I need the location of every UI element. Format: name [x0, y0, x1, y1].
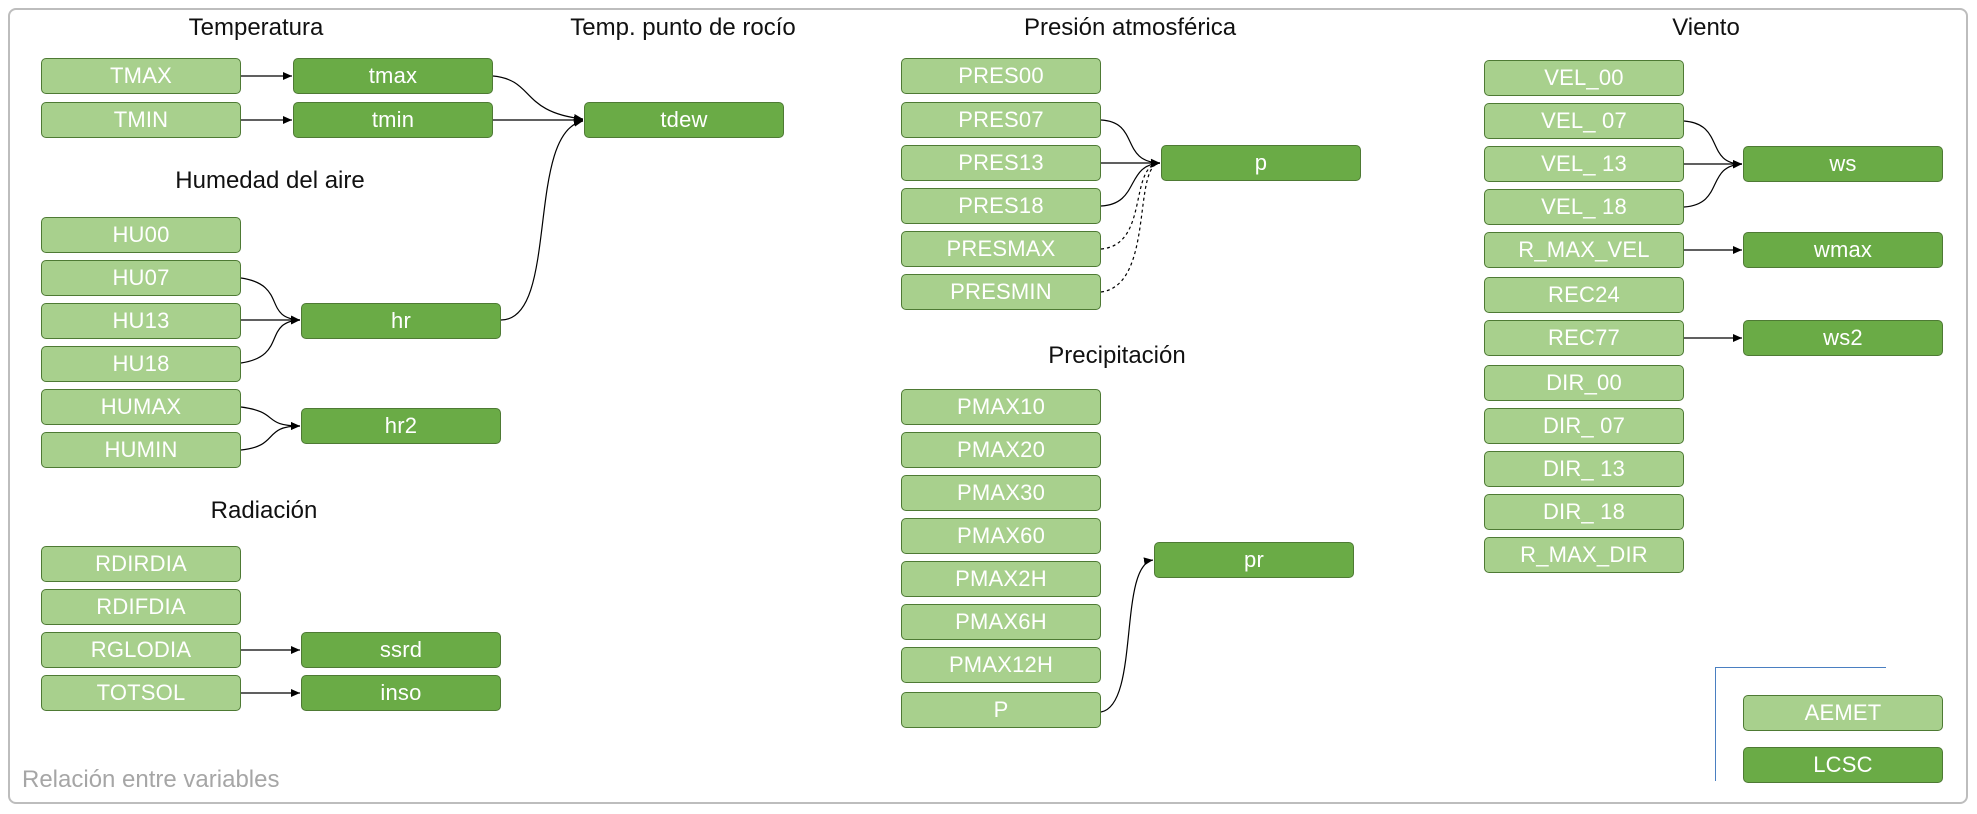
diagram-caption: Relación entre variables — [22, 766, 280, 793]
node-ws: ws — [1743, 146, 1943, 182]
node-PMAX2H: PMAX2H — [901, 561, 1101, 597]
node-HU18: HU18 — [41, 346, 241, 382]
node-PRES00: PRES00 — [901, 58, 1101, 94]
node-tmin: tmin — [293, 102, 493, 138]
node-PMAX20: PMAX20 — [901, 432, 1101, 468]
heading-humedad: Humedad del aire — [175, 167, 365, 194]
node-HU13: HU13 — [41, 303, 241, 339]
node-RGLODIA: RGLODIA — [41, 632, 241, 668]
node-p: p — [1161, 145, 1361, 181]
node-ssrd: ssrd — [301, 632, 501, 668]
node-TMAX: TMAX — [41, 58, 241, 94]
edge-HU18-hr — [240, 316, 301, 364]
node-VEL_07: VEL_ 07 — [1484, 103, 1684, 139]
node-R_MAX_DIR: R_MAX_DIR — [1484, 537, 1684, 573]
legend-bracket — [1715, 667, 1886, 781]
node-PMAX12H: PMAX12H — [901, 647, 1101, 683]
node-HU07: HU07 — [41, 260, 241, 296]
heading-temperatura: Temperatura — [188, 14, 324, 41]
node-PRESMIN: PRESMIN — [901, 274, 1101, 310]
edge-HUMAX-hr2 — [240, 406, 301, 430]
node-inso: inso — [301, 675, 501, 711]
node-PMAX10: PMAX10 — [901, 389, 1101, 425]
node-DIR_13: DIR_ 13 — [1484, 451, 1684, 487]
node-hr: hr — [301, 303, 501, 339]
legend-lcsc: LCSC — [1743, 747, 1943, 783]
node-P: P — [901, 692, 1101, 728]
node-PRESMAX: PRESMAX — [901, 231, 1101, 267]
node-PRES07: PRES07 — [901, 102, 1101, 138]
node-PMAX30: PMAX30 — [901, 475, 1101, 511]
edge-VEL18-ws — [1683, 160, 1743, 208]
heading-viento: Viento — [1672, 14, 1740, 41]
node-R_MAX_VEL: R_MAX_VEL — [1484, 232, 1684, 268]
node-HU00: HU00 — [41, 217, 241, 253]
heading-presion: Presión atmosférica — [1023, 14, 1237, 41]
edge-PRES07-p — [1100, 119, 1161, 167]
node-hr2: hr2 — [301, 408, 501, 444]
node-DIR_07: DIR_ 07 — [1484, 408, 1684, 444]
node-ws2: ws2 — [1743, 320, 1943, 356]
node-PMAX6H: PMAX6H — [901, 604, 1101, 640]
edge-hr-tdew — [500, 118, 584, 321]
node-TOTSOL: TOTSOL — [41, 675, 241, 711]
node-PRES18: PRES18 — [901, 188, 1101, 224]
heading-dew-point: Temp. punto de rocío — [570, 14, 796, 41]
edge-HU07-hr — [240, 277, 301, 324]
node-REC24: REC24 — [1484, 277, 1684, 313]
edge-VEL07-ws — [1683, 120, 1743, 168]
node-REC77: REC77 — [1484, 320, 1684, 356]
edge-HUMIN-hr2 — [240, 422, 301, 451]
node-RDIRDIA: RDIRDIA — [41, 546, 241, 582]
node-HUMAX: HUMAX — [41, 389, 241, 425]
node-tmax: tmax — [293, 58, 493, 94]
node-VEL_13: VEL_ 13 — [1484, 146, 1684, 182]
heading-radiacion: Radiación — [210, 497, 318, 524]
node-HUMIN: HUMIN — [41, 432, 241, 468]
node-PMAX60: PMAX60 — [901, 518, 1101, 554]
node-RDIFDIA: RDIFDIA — [41, 589, 241, 625]
edge-PRESMAX-p — [1100, 159, 1161, 250]
heading-precipitacion: Precipitación — [1048, 342, 1186, 369]
node-VEL_00: VEL_00 — [1484, 60, 1684, 96]
edge-P-pr — [1100, 557, 1154, 713]
node-PRES13: PRES13 — [901, 145, 1101, 181]
node-VEL_18: VEL_ 18 — [1484, 189, 1684, 225]
node-DIR_18: DIR_ 18 — [1484, 494, 1684, 530]
node-tdew: tdew — [584, 102, 784, 138]
diagram-frame — [8, 8, 1968, 804]
node-pr: pr — [1154, 542, 1354, 578]
edge-tmax-tdew — [492, 75, 584, 122]
node-TMIN: TMIN — [41, 102, 241, 138]
legend-aemet: AEMET — [1743, 695, 1943, 731]
node-wmax: wmax — [1743, 232, 1943, 268]
edge-PRES18-p — [1100, 159, 1161, 207]
node-DIR_00: DIR_00 — [1484, 365, 1684, 401]
edge-PRESMIN-p — [1100, 159, 1161, 293]
